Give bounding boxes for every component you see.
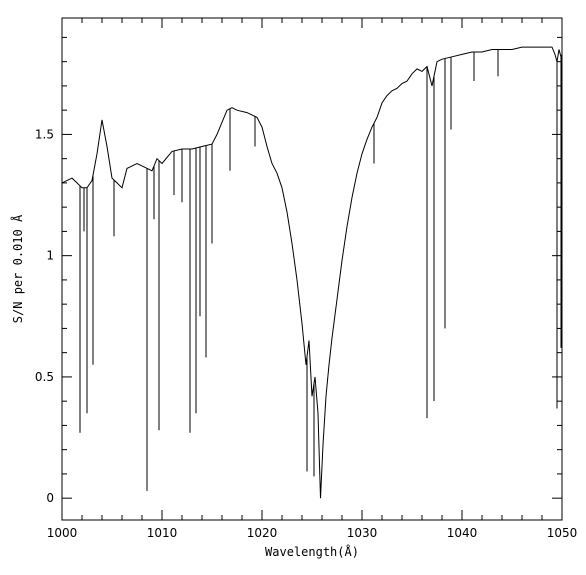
y-tick-label: 0.5: [35, 370, 54, 384]
y-tick-label: 1: [46, 249, 54, 263]
x-tick-label: 1020: [247, 526, 278, 540]
x-tick-label: 1030: [347, 526, 378, 540]
plot-frame: [61, 17, 563, 521]
absorption-lines: [79, 49, 562, 491]
y-tick-label: 0: [46, 491, 54, 505]
x-tick-label: 1010: [147, 526, 178, 540]
tick-labels: 1000 1010 1020 1030 1040 1050 0 0.5 1 1.5: [35, 127, 577, 540]
spectrum-line: [61, 46, 563, 499]
x-tick-label: 1040: [447, 526, 478, 540]
x-tick-label: 1050: [547, 526, 578, 540]
y-tick-label: 1.5: [35, 127, 54, 141]
x-tick-label: 1000: [47, 526, 78, 540]
x-axis-label: Wavelength(Å): [265, 544, 359, 559]
y-axis-label: S/N per 0.010 Å: [10, 214, 25, 323]
